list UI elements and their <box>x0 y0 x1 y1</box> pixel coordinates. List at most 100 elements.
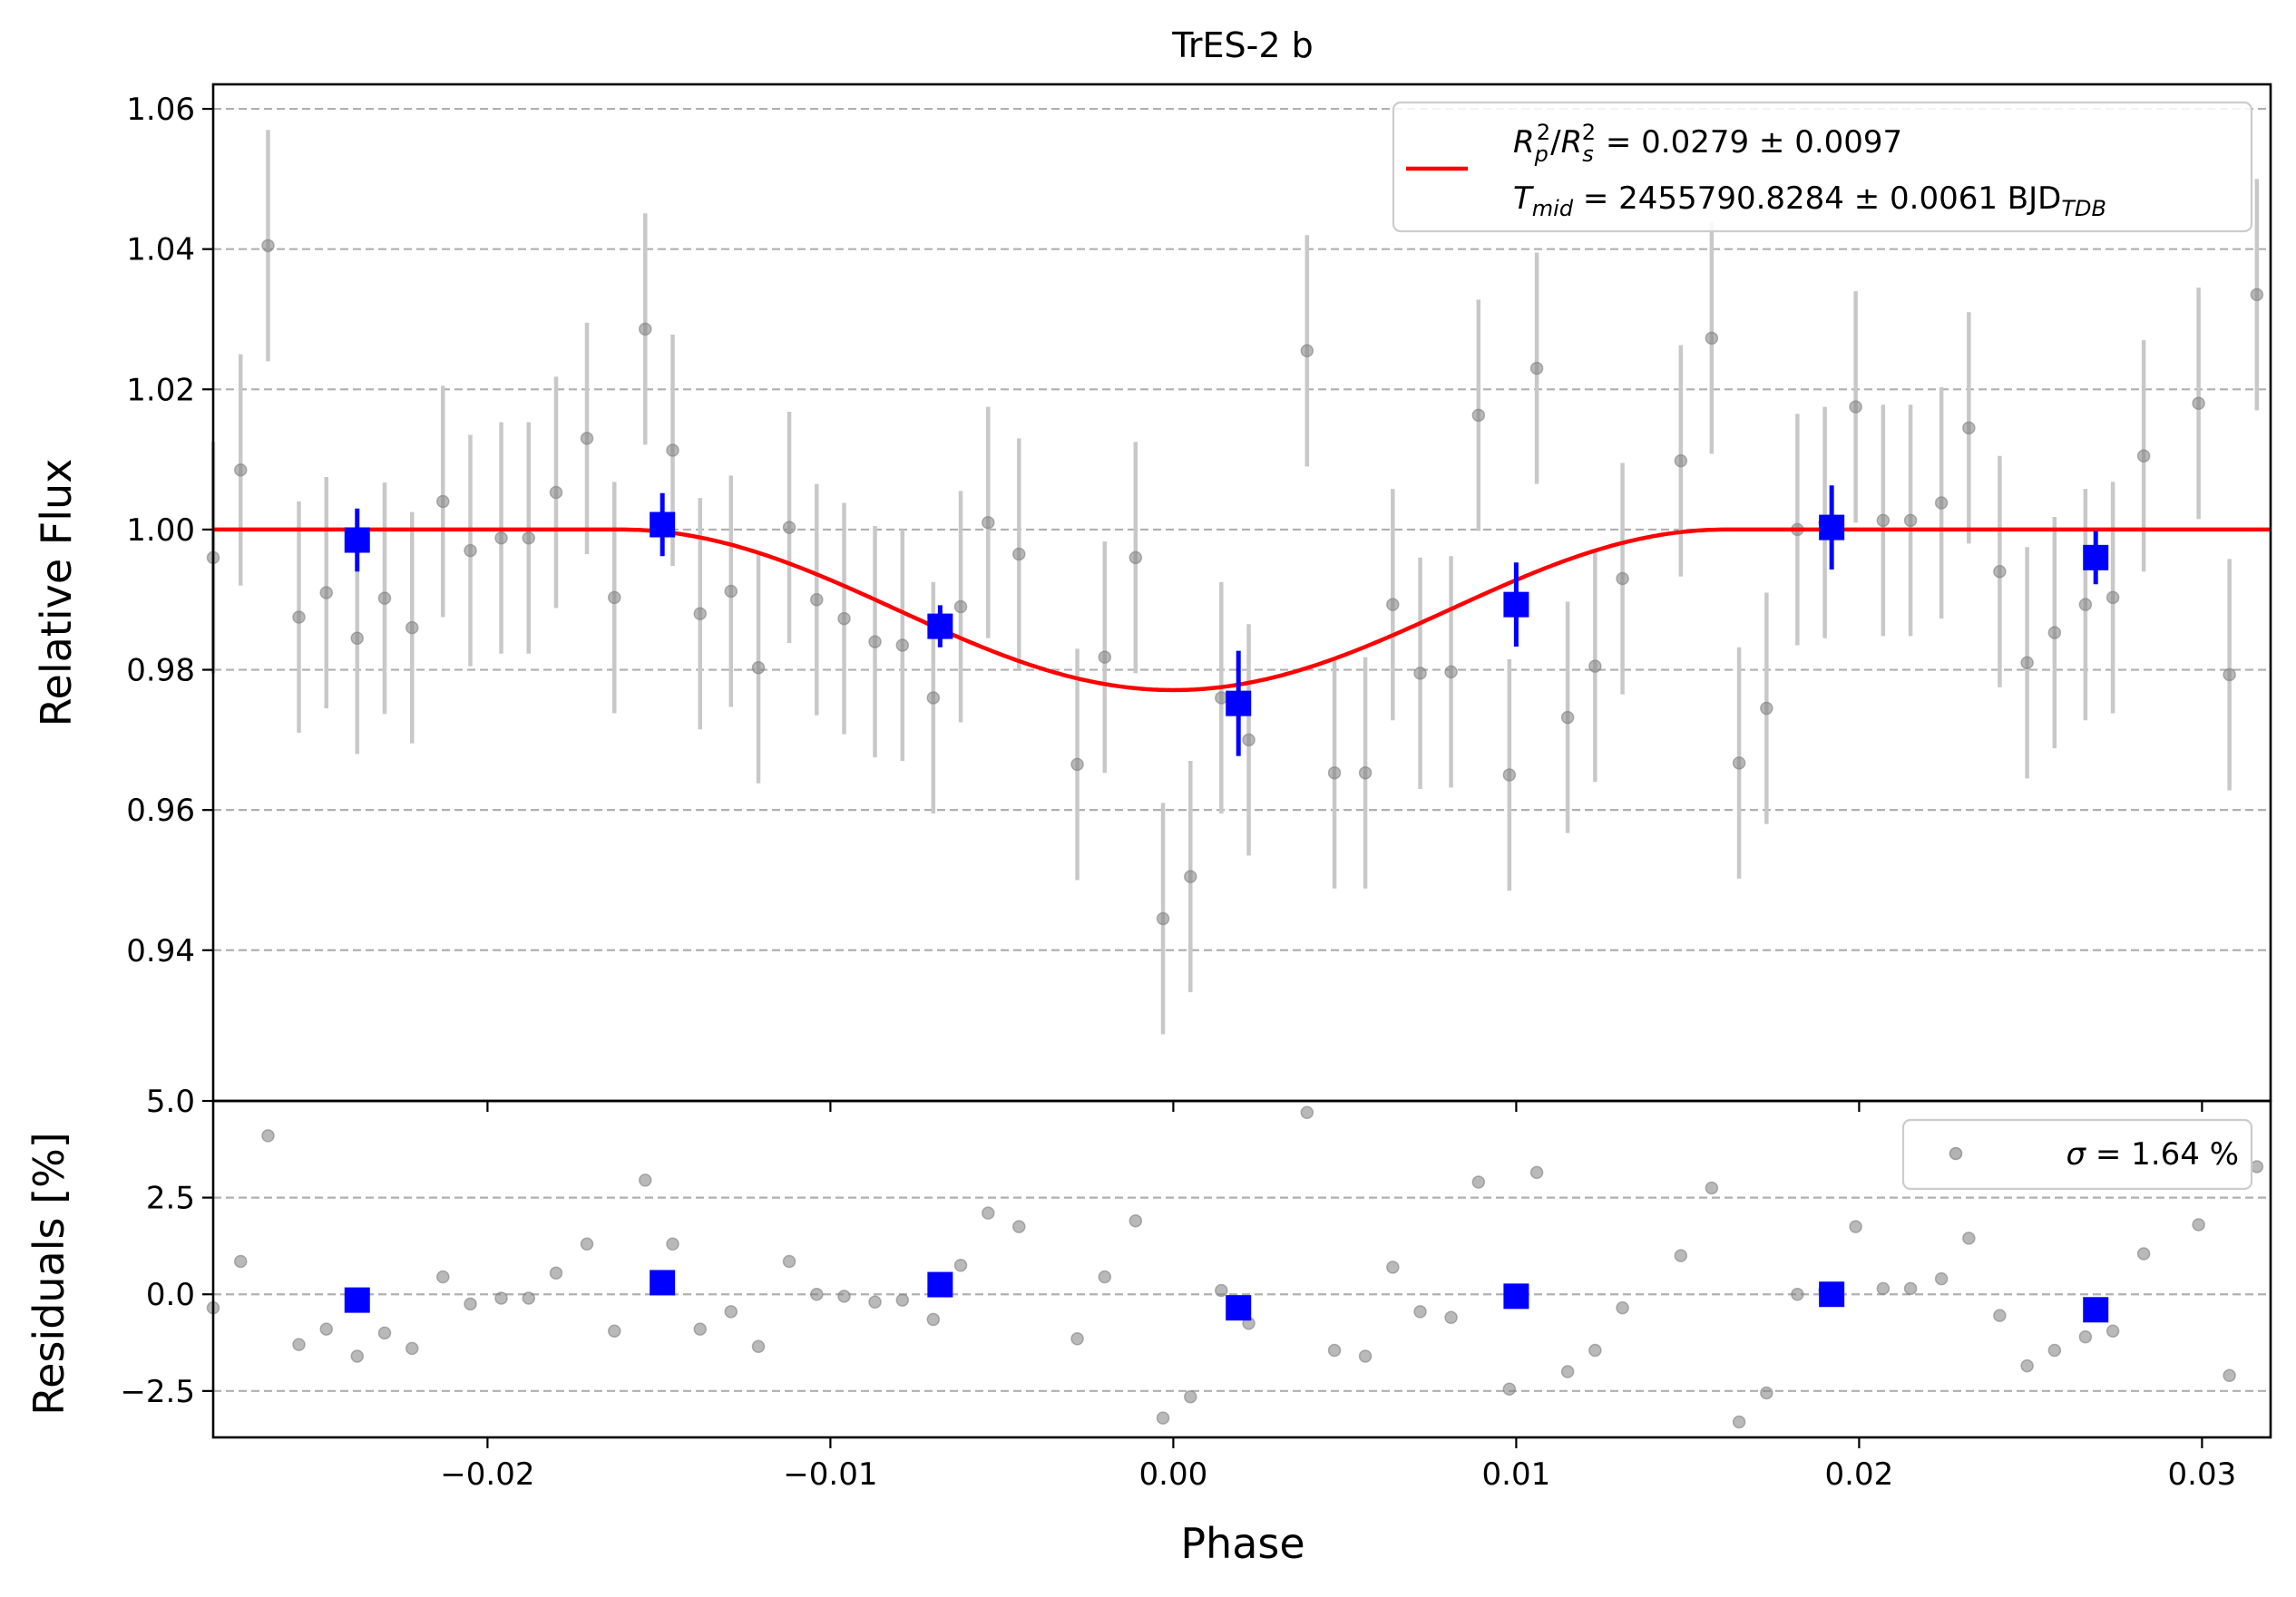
flux-raw-point <box>2105 590 2120 605</box>
legend-depth-value: = 0.0279 ± 0.0097 <box>1596 124 1902 161</box>
legend-slash: / <box>1550 124 1561 161</box>
legend-rs-symbol: R <box>1561 124 1583 161</box>
flux-raw-point <box>926 691 941 705</box>
flux-raw-point <box>1502 768 1517 782</box>
flux-legend: Rp2/Rs2 = 0.0279 ± 0.0097 Tmid = 2455790… <box>1392 101 2253 233</box>
flux-raw-point <box>1184 870 1197 883</box>
flux-raw-point <box>1962 421 1976 435</box>
residual-raw-point <box>666 1237 679 1251</box>
flux-raw-point <box>1156 911 1170 926</box>
residual-raw-point <box>982 1206 995 1220</box>
flux-y-tick-label: 0.94 <box>126 933 195 969</box>
x-axis-label: Phase <box>1180 1519 1304 1568</box>
flux-raw-point <box>953 599 968 614</box>
x-tick-label: 0.01 <box>1482 1456 1551 1493</box>
flux-raw-point <box>666 443 679 457</box>
residual-raw-point <box>1215 1283 1228 1298</box>
flux-y-tick-label: 0.96 <box>126 793 195 829</box>
residuals-legend: σ = 1.64 % <box>1901 1118 2253 1191</box>
residual-binned-point <box>2083 1297 2109 1323</box>
residual-raw-point <box>953 1258 968 1272</box>
flux-raw-point <box>2250 287 2264 302</box>
residual-raw-point <box>895 1293 910 1307</box>
x-tick-label: 0.00 <box>1139 1456 1208 1493</box>
legend-rp-sub: p <box>1534 141 1549 167</box>
flux-raw-point <box>319 586 333 599</box>
flux-raw-point <box>2136 449 2151 463</box>
residual-raw-point <box>724 1305 738 1319</box>
residuals-y-axis-label: Residuals [%] <box>24 1132 73 1415</box>
residual-raw-point <box>1616 1300 1629 1315</box>
residual-raw-point <box>2047 1343 2062 1358</box>
residuals-y-tick-label: 0.0 <box>146 1277 195 1313</box>
legend-sigma-text: σ = 1.64 % <box>2066 1136 2239 1173</box>
residual-raw-point <box>1300 1105 1314 1120</box>
flux-raw-point <box>1413 667 1427 680</box>
flux-binned-point <box>1226 690 1252 716</box>
residuals-binned-points <box>344 1270 2109 1323</box>
residual-binned-point <box>927 1271 953 1298</box>
flux-raw-point <box>1705 331 1719 346</box>
flux-binned-point <box>650 511 676 538</box>
residual-raw-point <box>319 1322 333 1336</box>
legend-t-sub: mid <box>1532 196 1574 221</box>
residual-raw-point <box>639 1173 652 1187</box>
x-tick-label: 0.03 <box>2168 1456 2237 1493</box>
flux-raw-point <box>464 543 477 558</box>
residual-raw-point <box>2105 1324 2120 1338</box>
residual-raw-point <box>1962 1232 1976 1245</box>
residuals-panel: −2.5 0.0 2.5 5.0 −0.02 −0.01 0.00 0.01 0.02 0.03… <box>24 1084 2272 1568</box>
legend-sigma-symbol: σ <box>2066 1136 2087 1173</box>
residual-raw-point <box>1674 1249 1688 1262</box>
residual-binned-point <box>1819 1281 1845 1308</box>
residual-raw-point <box>1760 1386 1773 1400</box>
flux-raw-point <box>1588 659 1602 673</box>
residuals-y-tick-label: 5.0 <box>146 1084 195 1120</box>
x-tick-label: −0.02 <box>440 1456 534 1493</box>
flux-raw-point <box>292 610 306 624</box>
flux-y-tick-label: 0.98 <box>126 653 195 689</box>
residuals-gridlines <box>213 1196 2271 1392</box>
residual-raw-point <box>1156 1411 1170 1425</box>
x-tick-label: 0.02 <box>1825 1456 1894 1493</box>
flux-raw-point <box>1327 765 1342 780</box>
residual-raw-point <box>464 1297 477 1311</box>
residual-raw-point <box>2078 1329 2093 1344</box>
flux-binned-point <box>1819 514 1845 540</box>
residual-raw-point <box>1934 1271 1949 1286</box>
residual-raw-point <box>1413 1305 1427 1319</box>
residuals-y-tick-label: −2.5 <box>120 1374 195 1410</box>
residual-raw-point <box>1529 1165 1544 1180</box>
residual-raw-point <box>2250 1160 2264 1173</box>
legend-rp-sup: 2 <box>1537 120 1550 145</box>
flux-raw-point <box>1560 710 1575 725</box>
legend-rp-symbol: R <box>1513 124 1535 161</box>
residual-raw-point <box>405 1341 419 1356</box>
flux-raw-point <box>1444 665 1458 679</box>
flux-raw-point <box>1070 757 1084 772</box>
residual-raw-point <box>436 1270 450 1284</box>
residual-raw-point <box>1876 1281 1891 1296</box>
flux-y-tick-label: 1.04 <box>126 232 195 268</box>
residual-raw-point <box>751 1339 766 1354</box>
residual-raw-point <box>1560 1365 1575 1378</box>
flux-raw-point <box>2047 626 2062 639</box>
flux-raw-point <box>1242 733 1255 747</box>
residual-raw-point <box>837 1290 851 1303</box>
flux-raw-point <box>522 531 536 545</box>
flux-raw-point <box>377 591 392 605</box>
residuals-legend-box <box>1901 1118 2253 1191</box>
flux-raw-point <box>751 660 766 675</box>
residual-raw-point <box>1588 1343 1602 1358</box>
flux-binned-point <box>927 613 953 639</box>
residual-raw-point <box>522 1291 536 1305</box>
residuals-x-ticks: −0.02 −0.01 0.00 0.01 0.02 0.03 <box>440 1437 2236 1493</box>
residual-raw-point <box>377 1326 392 1340</box>
residual-raw-point <box>1471 1175 1486 1189</box>
flux-raw-point <box>1903 513 1918 528</box>
flux-raw-point <box>580 432 594 445</box>
residual-raw-point <box>1791 1287 1804 1301</box>
residual-raw-point <box>261 1129 275 1143</box>
legend-line-tmid: Tmid = 2455790.8284 ± 0.0061 BJDTDB <box>1513 180 2106 221</box>
flux-raw-point <box>2223 667 2236 682</box>
